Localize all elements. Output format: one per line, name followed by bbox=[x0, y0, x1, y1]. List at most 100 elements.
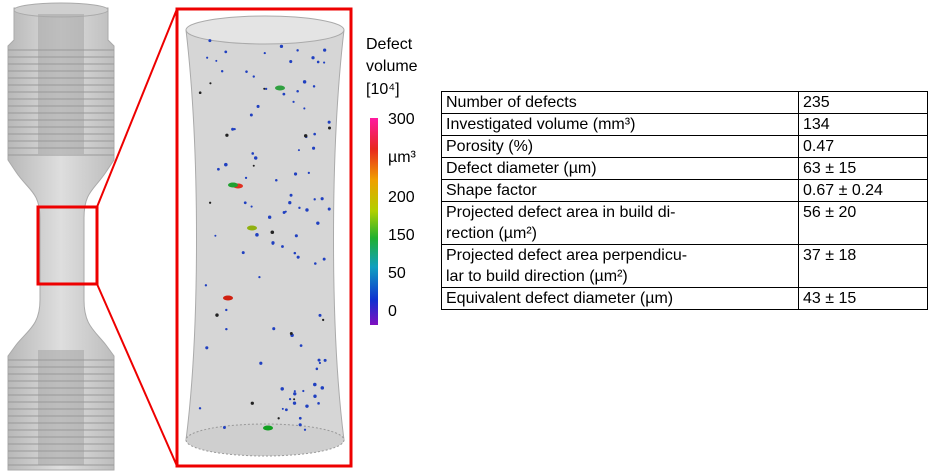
cell-text: 43 ± 15 bbox=[803, 290, 856, 307]
defect bbox=[318, 359, 321, 362]
defect bbox=[245, 177, 247, 179]
defect bbox=[281, 245, 284, 248]
cell-text: rection (µm²) bbox=[446, 225, 537, 242]
defect bbox=[323, 62, 325, 64]
defect bbox=[263, 426, 273, 431]
defect bbox=[257, 105, 260, 108]
table-row: Equivalent defect diameter (µm)43 ± 15 bbox=[442, 288, 928, 310]
defect bbox=[225, 309, 227, 311]
defect bbox=[324, 359, 327, 362]
defect bbox=[282, 408, 284, 410]
defect bbox=[317, 402, 320, 405]
colorbar-title: Defect bbox=[366, 36, 413, 53]
defect bbox=[280, 387, 283, 390]
defect bbox=[209, 82, 211, 84]
defect bbox=[295, 234, 298, 237]
defect bbox=[296, 90, 299, 93]
colorbar-title: volume bbox=[366, 58, 418, 75]
defect bbox=[313, 395, 316, 398]
defect bbox=[288, 201, 291, 204]
defect bbox=[294, 252, 297, 255]
defect bbox=[254, 156, 257, 159]
defect bbox=[228, 183, 238, 188]
defect bbox=[221, 70, 223, 72]
defect bbox=[215, 313, 218, 316]
defect bbox=[253, 75, 255, 77]
defect bbox=[314, 198, 316, 200]
table-cell: Projected defect area perpendicu-lar to … bbox=[442, 245, 799, 288]
defect bbox=[317, 61, 320, 64]
defect bbox=[231, 128, 234, 131]
table-cell: Number of defects bbox=[442, 92, 799, 114]
cell-text: 235 bbox=[803, 94, 830, 111]
defect bbox=[275, 86, 285, 91]
defect bbox=[224, 163, 228, 167]
table-row: Projected defect area in build di-rectio… bbox=[442, 202, 928, 245]
defect bbox=[305, 404, 308, 407]
colorbar-label: µm³ bbox=[388, 149, 417, 166]
defect bbox=[328, 126, 331, 129]
cylinder bbox=[186, 16, 344, 456]
defect bbox=[215, 60, 217, 62]
defect bbox=[304, 134, 307, 137]
defect bbox=[275, 179, 278, 182]
table-cell: Equivalent defect diameter (µm) bbox=[442, 288, 799, 310]
defect bbox=[280, 45, 283, 48]
defect bbox=[199, 407, 201, 409]
defect bbox=[278, 417, 280, 419]
defect bbox=[316, 368, 319, 371]
defect bbox=[244, 201, 247, 204]
defect bbox=[296, 49, 298, 51]
defect bbox=[290, 194, 293, 197]
table-row: Projected defect area perpendicu-lar to … bbox=[442, 245, 928, 288]
defect bbox=[282, 93, 285, 96]
defect bbox=[300, 344, 303, 347]
cell-text: Investigated volume (mm³) bbox=[446, 116, 635, 133]
defect bbox=[250, 114, 253, 117]
table-cell: 63 ± 15 bbox=[799, 158, 928, 180]
cell-text: 37 ± 18 bbox=[803, 247, 856, 264]
page: Defect volume [10⁴] 300 µm³ 200 150 50 0… bbox=[0, 0, 930, 475]
defect bbox=[255, 233, 259, 237]
defect bbox=[285, 408, 288, 411]
defect bbox=[199, 91, 202, 94]
defect bbox=[321, 386, 325, 390]
defect bbox=[298, 207, 300, 209]
defect bbox=[316, 221, 319, 224]
defect bbox=[223, 426, 226, 429]
table-cell: Projected defect area in build di-rectio… bbox=[442, 202, 799, 245]
defect bbox=[205, 346, 208, 349]
colorbar-label: 200 bbox=[388, 189, 415, 206]
cell-text: 63 ± 15 bbox=[803, 160, 856, 177]
table-cell: 37 ± 18 bbox=[799, 245, 928, 288]
defect bbox=[225, 134, 228, 137]
defect bbox=[259, 362, 262, 365]
defect bbox=[245, 70, 248, 73]
defect bbox=[208, 39, 211, 42]
defect bbox=[258, 276, 260, 278]
defect bbox=[263, 88, 265, 90]
defect bbox=[313, 133, 316, 136]
colorbar-label: 300 bbox=[388, 111, 415, 128]
defect bbox=[224, 51, 227, 54]
colorbar-label: 150 bbox=[388, 227, 415, 244]
table-cell: 43 ± 15 bbox=[799, 288, 928, 310]
defect bbox=[298, 149, 300, 151]
defect bbox=[323, 48, 326, 51]
defect bbox=[292, 101, 294, 103]
defect bbox=[271, 241, 274, 244]
table-cell: Investigated volume (mm³) bbox=[442, 114, 799, 136]
defect bbox=[305, 208, 308, 211]
defect bbox=[242, 251, 245, 254]
table-cell: Defect diameter (µm) bbox=[442, 158, 799, 180]
table-cell: Shape factor bbox=[442, 180, 799, 202]
cell-text: 0.47 bbox=[803, 138, 834, 155]
table-cell: Porosity (%) bbox=[442, 136, 799, 158]
defect bbox=[283, 211, 286, 214]
defect bbox=[251, 206, 253, 208]
defect bbox=[205, 284, 207, 286]
cell-text: Defect diameter (µm) bbox=[446, 160, 597, 177]
defect bbox=[308, 172, 310, 174]
table-cell: 0.47 bbox=[799, 136, 928, 158]
